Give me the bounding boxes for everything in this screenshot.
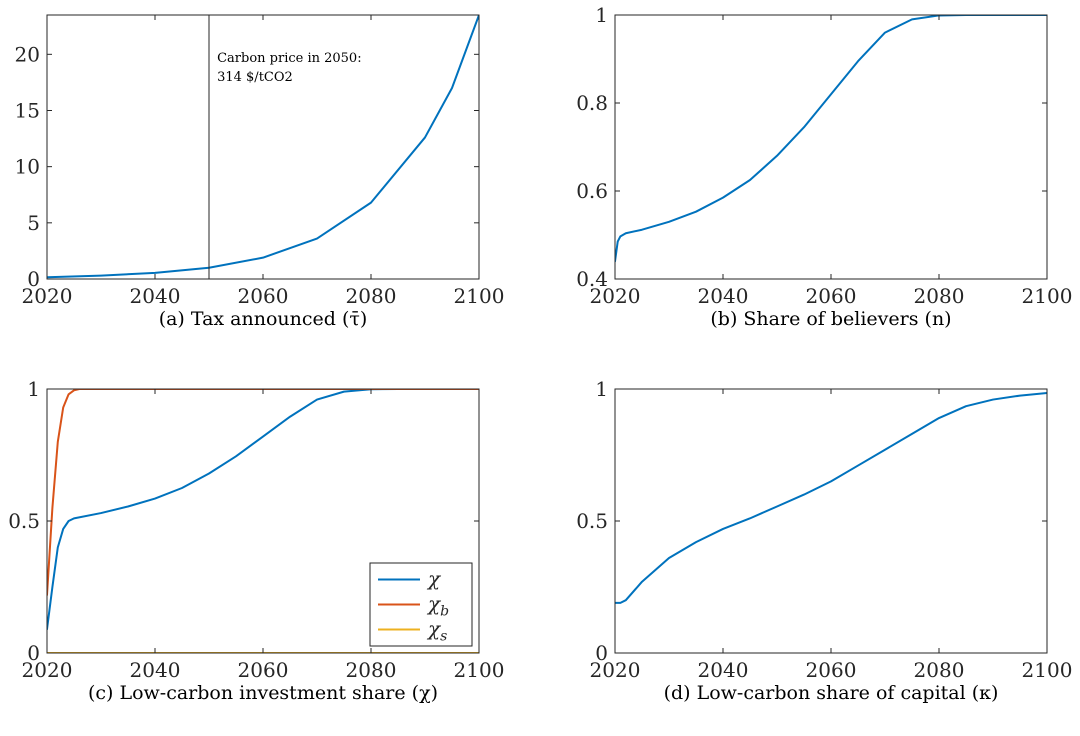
panel-d-caption: (d) Low-carbon share of capital (κ) xyxy=(664,682,999,704)
panel-c-x-tick-label: 2100 xyxy=(454,658,505,682)
panel-c-series-line-0 xyxy=(47,389,479,631)
panel-a-caption: (a) Tax announced (τ̄) xyxy=(159,308,368,330)
panel-b-y-tick-label: 0.8 xyxy=(576,91,608,115)
panel-d: 2020 2040 2060 2080 2100 0 0.5 1 (d) Low-carbon … xyxy=(576,377,1072,704)
panel-c-x-tick-label: 2080 xyxy=(346,658,397,682)
panel-d-x-tick-label: 2020 xyxy=(590,658,641,682)
panel-a-x-tick-label: 2060 xyxy=(238,284,289,308)
panel-c-caption: (c) Low-carbon investment share (χ) xyxy=(88,682,438,704)
panel-c-legend-label: χ xyxy=(426,567,442,591)
panel-b-x-tick-label: 2020 xyxy=(590,284,641,308)
panel-a-y-tick-label: 10 xyxy=(15,155,40,179)
panel-c-y-tick-label: 1 xyxy=(27,377,40,401)
panel-a-annotation: Carbon price in 2050: 314 $/tCO2 xyxy=(217,51,362,85)
panel-c-x-tick-label: 2040 xyxy=(130,658,181,682)
panel-a-series-line-0 xyxy=(47,15,479,279)
panel-c-y-tick-label: 0 xyxy=(27,641,40,665)
panel-d-axes-box xyxy=(614,388,1048,654)
panel-a-y-tick-label: 5 xyxy=(27,211,40,235)
panel-a-y-tick-label: 20 xyxy=(15,42,40,66)
panel-b-series-line-0 xyxy=(615,15,1047,263)
panel-b-caption: (b) Share of believers (n) xyxy=(710,308,951,330)
panel-c-y-tick-label: 0.5 xyxy=(8,509,40,533)
panel-d-y-tick-label: 0 xyxy=(595,641,608,665)
panel-b-x-tick-label: 2040 xyxy=(698,284,749,308)
panel-d-y-tick-label: 1 xyxy=(595,377,608,401)
panel-b-y-tick-label: 0.6 xyxy=(576,179,608,203)
panel-a-x-tick-label: 2100 xyxy=(454,284,505,308)
panel-a: 2020 2040 2060 2080 2100 0 5 10 15 20 Carbon price… xyxy=(15,14,505,330)
panel-d-x-tick-label: 2100 xyxy=(1022,658,1073,682)
panel-a-x-tick-label: 2040 xyxy=(130,284,181,308)
panel-b: 2020 2040 2060 2080 2100 0.4 0.6 0.8 1 (b) Share … xyxy=(576,3,1072,330)
panel-b-y-tick-label: 1 xyxy=(595,3,608,27)
panel-c-legend-label: χs xyxy=(426,617,447,645)
panel-d-x-tick-label: 2060 xyxy=(806,658,857,682)
panel-c-legend-label: χb xyxy=(426,592,449,620)
panel-b-y-tick-label: 0.4 xyxy=(576,267,608,291)
panel-d-series-line-0 xyxy=(615,391,1047,604)
panel-a-x-tick-label: 2020 xyxy=(22,284,73,308)
panel-a-y-tick-label: 15 xyxy=(15,98,40,122)
panel-c-x-tick-label: 2020 xyxy=(22,658,73,682)
panel-a-y-tick-label: 0 xyxy=(27,267,40,291)
panel-a-x-tick-label: 2080 xyxy=(346,284,397,308)
panel-b-x-tick-label: 2100 xyxy=(1022,284,1073,308)
panel-b-axes-box xyxy=(614,14,1048,280)
panel-b-x-tick-label: 2060 xyxy=(806,284,857,308)
panel-b-x-tick-label: 2080 xyxy=(914,284,965,308)
panel-c-x-tick-label: 2060 xyxy=(238,658,289,682)
panel-d-x-tick-label: 2040 xyxy=(698,658,749,682)
panel-d-x-tick-label: 2080 xyxy=(914,658,965,682)
panel-d-y-tick-label: 0.5 xyxy=(576,509,608,533)
